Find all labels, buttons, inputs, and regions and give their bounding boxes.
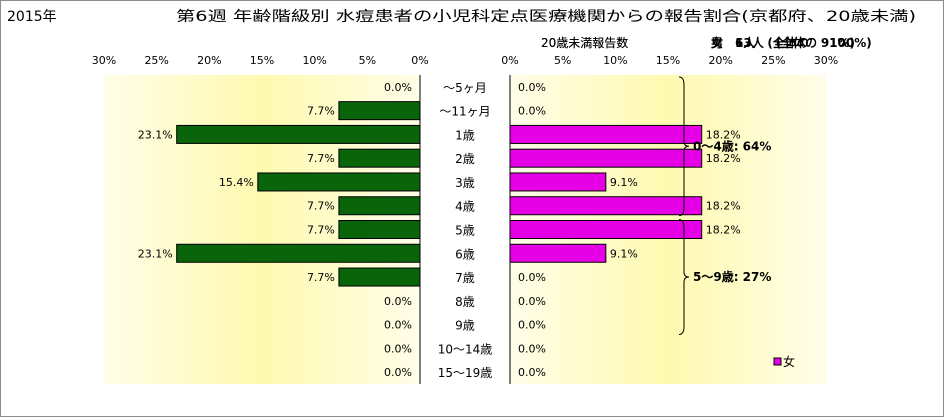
undefined-bracket	[678, 219, 690, 335]
tick-label: 15%	[656, 54, 680, 67]
data-label: 18.2%	[706, 152, 741, 165]
undefined-header: 男 13人 (全体の 100%)	[711, 35, 872, 50]
tick-label: 30%	[814, 54, 838, 67]
category-label: 3歳	[455, 176, 475, 190]
tick-label: 0%	[411, 54, 428, 67]
undefined-bar	[338, 220, 421, 239]
tick-label: 15%	[250, 54, 274, 67]
data-label: 7.7%	[307, 271, 335, 284]
undefined-bar	[509, 220, 703, 239]
category-label: 2歳	[455, 152, 475, 166]
undefined-bar	[509, 172, 607, 192]
data-label: 23.1%	[138, 128, 173, 141]
undefined-bar	[509, 148, 703, 168]
category-label: 7歳	[455, 271, 475, 285]
tick-label: 5%	[554, 54, 571, 67]
undefined-bar	[176, 243, 421, 263]
tick-label: 25%	[144, 54, 168, 67]
undefined-legend-label: 女	[783, 354, 795, 369]
data-label: 18.2%	[706, 224, 741, 237]
category-label: 15～19歳	[438, 366, 493, 380]
tick-label: 0%	[501, 54, 518, 67]
annotation-label: 5～9歳: 27%	[693, 269, 771, 284]
undefined-axis-label: 20歳未満報告数	[541, 35, 628, 50]
category-label: ～5ヶ月	[443, 81, 487, 95]
data-label: 0.0%	[518, 105, 546, 118]
undefined-bar	[257, 172, 421, 192]
data-label: 18.2%	[706, 128, 741, 141]
data-label: 9.1%	[610, 176, 638, 189]
data-label: 15.4%	[219, 176, 254, 189]
data-label: 23.1%	[138, 247, 173, 260]
category-label: 6歳	[455, 247, 475, 261]
category-label: 1歳	[455, 128, 475, 142]
category-label: 9歳	[455, 319, 475, 333]
undefined-bracket	[678, 76, 690, 217]
undefined-bar	[338, 101, 421, 121]
category-label: ～11ヶ月	[439, 105, 490, 119]
undefined-legend-swatch	[773, 357, 782, 366]
data-label: 9.1%	[610, 247, 638, 260]
tick-label: 25%	[761, 54, 785, 67]
data-label: 7.7%	[307, 200, 335, 213]
undefined-bar	[509, 124, 703, 144]
tick-label: 10%	[603, 54, 627, 67]
undefined-bar	[338, 267, 421, 287]
annotation-label: 0～4歳: 64%	[693, 138, 771, 153]
undefined-bar	[176, 124, 421, 144]
undefined-axis-label: 20歳未満報告数	[541, 35, 628, 50]
data-label: 0.0%	[518, 271, 546, 284]
undefined-bar	[509, 243, 607, 263]
category-label: 4歳	[455, 200, 475, 214]
undefined-header: 女 6人 (全体の 91%)	[711, 35, 855, 50]
data-label: 0.0%	[518, 295, 546, 308]
data-label: 7.7%	[307, 105, 335, 118]
tick-label: 30%	[92, 54, 116, 67]
data-label: 0.0%	[518, 342, 546, 355]
data-label: 0.0%	[384, 366, 412, 379]
undefined-bar	[338, 196, 421, 216]
category-label: 10～14歳	[438, 342, 493, 356]
undefined-bar	[509, 196, 703, 216]
undefined-bar	[338, 148, 421, 168]
data-label: 0.0%	[384, 342, 412, 355]
data-label: 18.2%	[706, 200, 741, 213]
data-label: 7.7%	[307, 224, 335, 237]
data-label: 0.0%	[384, 81, 412, 94]
chart-title: 第6週 年齢階級別 水痘患者の小児科定点医療機関からの報告割合(京都府、20歳未…	[176, 8, 916, 25]
category-label: 8歳	[455, 295, 475, 309]
data-label: 0.0%	[518, 319, 546, 332]
tick-label: 20%	[197, 54, 221, 67]
data-label: 0.0%	[518, 81, 546, 94]
data-label: 0.0%	[384, 319, 412, 332]
tick-label: 10%	[302, 54, 326, 67]
category-label: 5歳	[455, 224, 475, 238]
tick-label: 20%	[708, 54, 732, 67]
data-label: 7.7%	[307, 152, 335, 165]
year-label: 2015年	[7, 9, 57, 25]
data-label: 0.0%	[384, 295, 412, 308]
tick-label: 5%	[359, 54, 376, 67]
data-label: 0.0%	[518, 366, 546, 379]
